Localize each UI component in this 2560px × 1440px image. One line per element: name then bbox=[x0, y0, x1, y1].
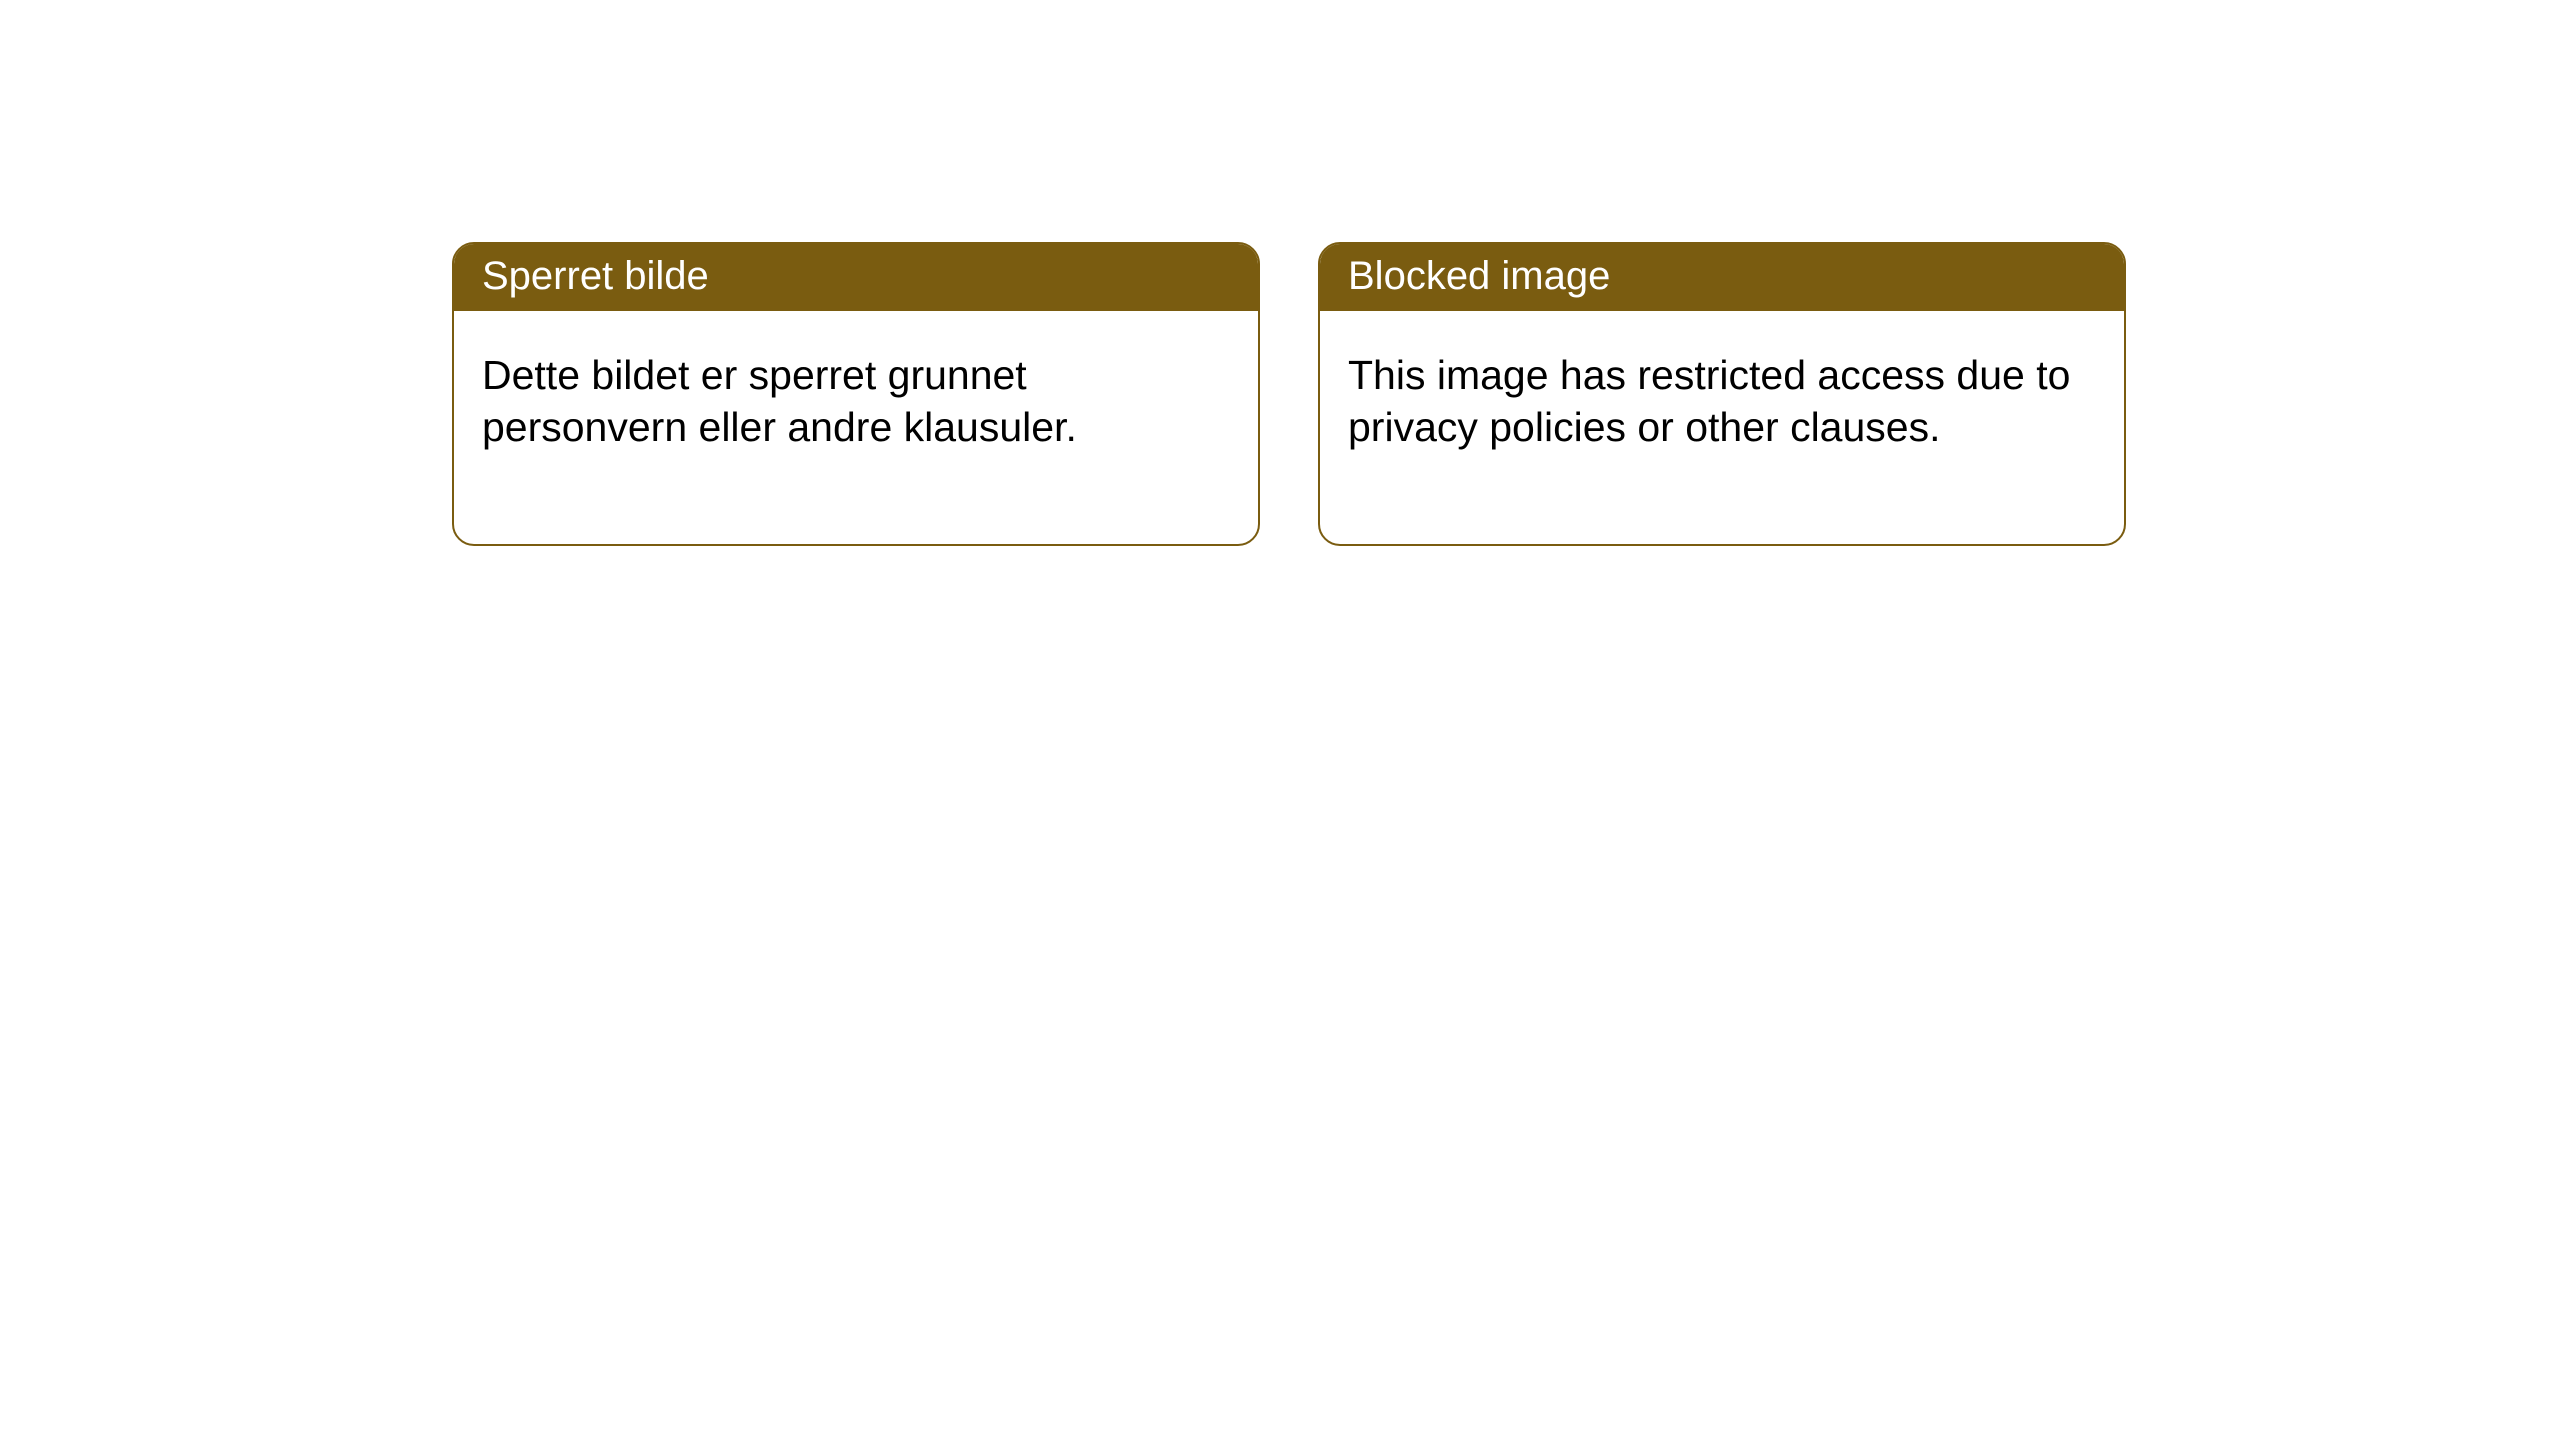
notice-card-en: Blocked image This image has restricted … bbox=[1318, 242, 2126, 546]
notice-card-no: Sperret bilde Dette bildet er sperret gr… bbox=[452, 242, 1260, 546]
notice-card-body-no: Dette bildet er sperret grunnet personve… bbox=[454, 311, 1258, 544]
notice-card-body-en: This image has restricted access due to … bbox=[1320, 311, 2124, 544]
notice-container: Sperret bilde Dette bildet er sperret gr… bbox=[0, 0, 2560, 546]
notice-card-header-en: Blocked image bbox=[1320, 244, 2124, 311]
notice-card-header-no: Sperret bilde bbox=[454, 244, 1258, 311]
